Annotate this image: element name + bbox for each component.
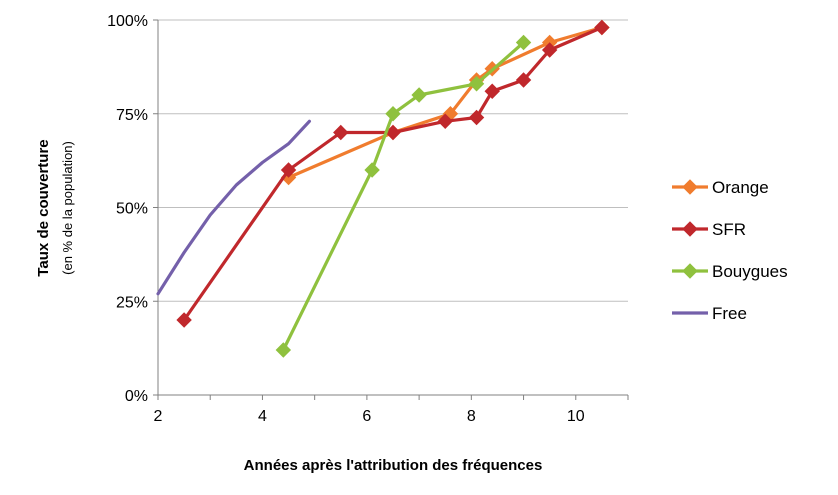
y-axis-sublabel: (en % de la population) bbox=[60, 141, 75, 275]
y-tick-label: 0% bbox=[125, 388, 148, 405]
data-point-bouygues bbox=[515, 34, 532, 51]
legend-item-free: Free bbox=[672, 304, 747, 323]
x-tick-label: 2 bbox=[154, 408, 163, 425]
legend-label-bouygues: Bouygues bbox=[712, 262, 788, 281]
legend: Orange SFR Bouygues Free bbox=[672, 178, 788, 323]
data-point-sfr bbox=[541, 42, 558, 58]
data-point-sfr bbox=[594, 19, 610, 36]
data-point-bouygues bbox=[468, 76, 485, 92]
data-point-bouygues bbox=[364, 162, 380, 178]
legend-item-bouygues: Bouygues bbox=[672, 262, 788, 281]
series-layer bbox=[156, 19, 610, 358]
series-sfr bbox=[176, 19, 610, 328]
legend-item-sfr: SFR bbox=[672, 220, 746, 239]
series-line-sfr bbox=[182, 25, 604, 322]
data-point-sfr bbox=[484, 83, 500, 99]
data-point-sfr bbox=[280, 162, 297, 178]
series-free bbox=[156, 119, 311, 296]
series-bouygues bbox=[275, 34, 532, 358]
data-point-sfr bbox=[468, 109, 485, 126]
x-tick-label: 6 bbox=[362, 408, 371, 425]
data-point-sfr bbox=[176, 312, 192, 328]
data-point-bouygues bbox=[411, 87, 427, 103]
y-axis-label: Taux de couverture bbox=[35, 139, 52, 276]
data-point-bouygues bbox=[385, 106, 401, 122]
legend-label-free: Free bbox=[712, 304, 747, 323]
axes: 0% 25% 50% 75% 100% 2 4 6 8 10 bbox=[107, 13, 629, 425]
data-point-sfr bbox=[333, 124, 349, 141]
legend-marker-bouygues bbox=[682, 263, 698, 279]
data-point-sfr bbox=[515, 72, 532, 88]
series-line-bouygues bbox=[281, 40, 526, 352]
x-axis-label: Années après l'attribution des fréquence… bbox=[244, 457, 543, 474]
series-line-free bbox=[156, 119, 311, 296]
x-tick-label: 10 bbox=[567, 408, 585, 425]
data-point-sfr bbox=[437, 113, 453, 129]
legend-item-orange: Orange bbox=[672, 178, 769, 197]
x-tick-label: 8 bbox=[467, 408, 476, 425]
legend-label-sfr: SFR bbox=[712, 220, 746, 239]
y-tick-label: 75% bbox=[116, 107, 148, 124]
y-tick-label: 25% bbox=[116, 294, 148, 311]
data-point-bouygues bbox=[275, 342, 292, 358]
x-tick-label: 4 bbox=[258, 408, 267, 425]
y-tick-label: 50% bbox=[116, 201, 148, 218]
legend-marker-orange bbox=[682, 179, 698, 195]
legend-marker-sfr bbox=[682, 221, 698, 237]
y-tick-label: 100% bbox=[107, 13, 148, 30]
labels: Années après l'attribution des fréquence… bbox=[35, 139, 542, 474]
legend-label-orange: Orange bbox=[712, 178, 769, 197]
